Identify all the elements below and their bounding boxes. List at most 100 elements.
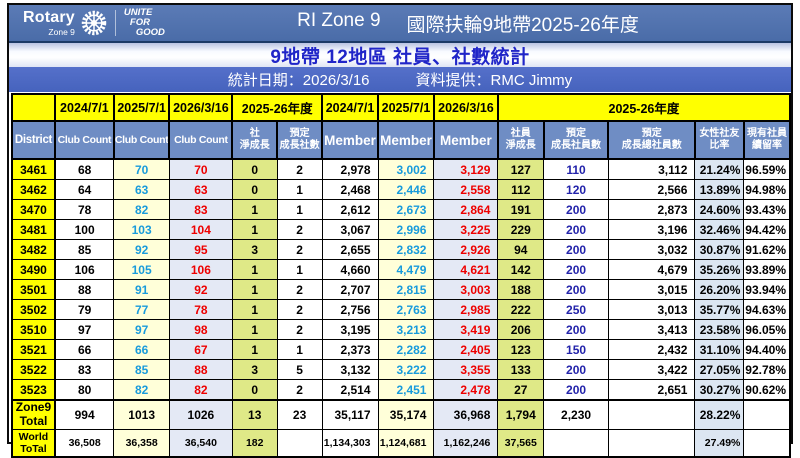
table-row: 3490 106 105 106 1 1 4,660 4,479 4,621 142 200 4,67… — [11, 259, 791, 280]
cell-club-growth-target: 5 — [276, 359, 323, 380]
cell-member-2025: 2,446 — [377, 179, 435, 200]
cell-club-count-2026: 36,540 — [168, 428, 233, 458]
cell-member-growth-target: 200 — [543, 219, 609, 240]
cell-club-growth-target: 2 — [276, 319, 323, 340]
data-provider: 資料提供：RMC Jimmy — [415, 72, 573, 89]
cell-district: 3510 — [11, 319, 56, 340]
cell-club-count-2025: 70 — [113, 158, 170, 180]
cell-club-count-2024: 64 — [54, 179, 115, 200]
title-bar: Rotary Zone 9 UNITE FOR GOOD — [9, 5, 791, 43]
cell-member-growth-total-target: 2,432 — [607, 339, 696, 360]
cell-retention-rate: 96.05% — [743, 319, 791, 340]
cell-member-2026: 3,129 — [433, 158, 499, 180]
period-header: 2024/7/1 — [321, 93, 380, 122]
cell-member-2024: 2,373 — [321, 339, 379, 360]
cell-club-growth-target: 1 — [276, 259, 323, 280]
cell-member-2026: 2,864 — [433, 199, 499, 220]
cell-member-2024: 3,132 — [321, 359, 379, 380]
tagline-line: GOOD — [135, 27, 165, 39]
cell-member-growth-total-target: 2,566 — [607, 179, 696, 200]
corner-cell — [11, 93, 56, 122]
stat-date: 統計日期：2026/3/16 — [227, 72, 370, 89]
cell-member-2024: 2,707 — [321, 279, 379, 300]
cell-member-2026: 3,003 — [433, 279, 499, 300]
cell-club-count-2026: 63 — [168, 179, 233, 200]
cell-member-2026: 2,985 — [433, 299, 499, 320]
cell-member-growth-target: 110 — [543, 158, 609, 180]
cell-member-growth-target: 200 — [543, 199, 609, 220]
column-header-district: District — [11, 120, 56, 160]
cell-club-net-growth: 182 — [231, 428, 278, 458]
cell-retention-rate: 90.62% — [743, 379, 791, 401]
cell-member-net-growth: 127 — [497, 158, 545, 180]
cell-female-ratio: 13.89% — [694, 179, 745, 200]
period-header: 2026/3/16 — [432, 93, 499, 122]
cell-retention-rate: 94.98% — [743, 179, 791, 200]
cell-district: 3462 — [11, 179, 56, 200]
total-label: World ToTal — [11, 428, 56, 458]
table-body: 3461 68 70 70 0 2 2,978 3,002 3,129 127 110 3,112 21… — [11, 158, 791, 458]
cell-member-growth-target: 150 — [543, 339, 609, 360]
cell-club-count-2026: 104 — [168, 219, 233, 240]
cell-club-growth-target — [276, 428, 323, 458]
column-header-club-count-2025: Club Count — [112, 120, 171, 160]
table-row: 3461 68 70 70 0 2 2,978 3,002 3,129 127 110 3,112 21… — [11, 158, 791, 180]
header-period-row: 2024/7/1 2025/7/1 2026/3/16 2025-26年度 2024/7… — [11, 93, 792, 122]
column-header-club-growth-target: 預定 成長社數 — [276, 120, 324, 160]
report-frame: Rotary Zone 9 UNITE FOR GOOD — [7, 3, 793, 458]
cell-club-count-2026: 106 — [168, 259, 233, 280]
table-row: 3510 97 97 98 1 2 3,195 3,213 3,419 206 200 3,413 23… — [11, 319, 791, 340]
cell-female-ratio: 27.05% — [694, 359, 745, 380]
cell-member-net-growth: 27 — [497, 379, 545, 401]
cell-member-2025: 1,124,681 — [377, 428, 435, 458]
cell-female-ratio: 27.49% — [694, 428, 745, 458]
cell-club-count-2024: 78 — [54, 199, 115, 220]
cell-member-growth-total-target: 3,112 — [607, 158, 696, 180]
cell-club-count-2024: 994 — [54, 398, 115, 430]
cell-member-growth-total-target: 3,032 — [607, 239, 696, 260]
header-column-row: District Club Count Club Count Club Count 社淨… — [11, 120, 792, 160]
table-row: 3462 64 63 63 0 1 2,468 2,446 2,558 112 120 2,566 13… — [11, 179, 791, 200]
cell-member-2025: 3,213 — [377, 319, 435, 340]
cell-member-2024: 2,756 — [321, 299, 379, 320]
cell-member-growth-target: 200 — [543, 319, 609, 340]
cell-member-2025: 35,174 — [377, 398, 435, 430]
cell-member-2024: 2,978 — [321, 158, 379, 180]
cell-member-2026: 2,926 — [433, 239, 499, 260]
cell-club-count-2026: 70 — [168, 158, 233, 180]
rotary-wheel-icon — [81, 10, 107, 36]
cell-member-growth-target: 2,230 — [543, 398, 609, 430]
table-row: 3501 88 91 92 1 2 2,707 2,815 3,003 188 200 3,015 26… — [11, 279, 791, 300]
cell-club-net-growth: 1 — [231, 319, 278, 340]
cell-club-growth-target: 2 — [276, 299, 323, 320]
cell-female-ratio: 23.58% — [694, 319, 745, 340]
cell-club-count-2026: 1026 — [168, 398, 233, 430]
cell-retention-rate: 92.78% — [743, 359, 791, 380]
cell-member-net-growth: 188 — [497, 279, 545, 300]
cell-retention-rate: 94.42% — [743, 219, 791, 240]
meta-bar: 統計日期：2026/3/16 資料提供：RMC Jimmy — [9, 67, 791, 92]
cell-club-net-growth: 1 — [231, 299, 278, 320]
cell-member-growth-target: 200 — [543, 279, 609, 300]
cell-district: 3481 — [11, 219, 56, 240]
page-title: RI Zone 9 國際扶輪9地帶2025-26年度 — [165, 10, 791, 37]
cell-club-count-2025: 36,358 — [113, 428, 170, 458]
column-header-club-count-2026: Club Count — [168, 120, 234, 160]
cell-member-growth-total-target: 3,422 — [607, 359, 696, 380]
cell-club-count-2024: 36,508 — [54, 428, 115, 458]
table-row: 3481 100 103 104 1 2 3,067 2,996 3,225 229 200 3,19… — [11, 219, 791, 240]
cell-member-2024: 1,134,303 — [321, 428, 379, 458]
cell-member-2026: 2,558 — [433, 179, 499, 200]
column-header-member-net-growth: 社員 淨成長 — [496, 120, 545, 160]
cell-retention-rate — [743, 398, 791, 430]
stats-table: 2024/7/1 2025/7/1 2026/3/16 2025-26年度 2024/7… — [11, 93, 792, 458]
cell-club-count-2024: 68 — [54, 158, 115, 180]
cell-club-count-2025: 97 — [113, 319, 170, 340]
cell-member-net-growth: 112 — [497, 179, 545, 200]
cell-club-count-2026: 67 — [168, 339, 233, 360]
cell-retention-rate: 93.43% — [743, 199, 791, 220]
cell-female-ratio: 31.10% — [694, 339, 745, 360]
cell-club-count-2026: 88 — [168, 359, 233, 380]
column-header-female-ratio: 女性社友 比率 — [693, 120, 745, 160]
cell-club-net-growth: 13 — [231, 398, 278, 430]
